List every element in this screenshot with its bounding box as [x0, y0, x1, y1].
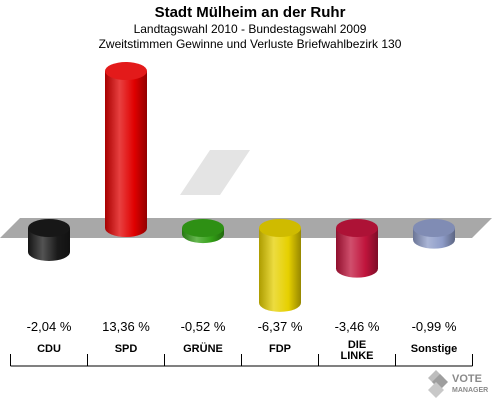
logo-text-manager: MANAGER: [452, 387, 488, 394]
bars-group: [28, 62, 455, 312]
bar-top-cap-die-linke: [336, 219, 378, 237]
category-label-die-linke-line2: LINKE: [341, 350, 374, 362]
category-label-gr-ne: GRÜNE: [183, 342, 223, 355]
bar-bottom-cap-fdp: [259, 293, 301, 312]
category-label-die-linke-line1: DIE: [348, 339, 366, 351]
bar-top-cap-spd: [105, 62, 147, 81]
value-label-cdu: -2,04 %: [27, 319, 72, 334]
category-label-spd: SPD: [115, 343, 138, 355]
value-labels-group: -2,04 % 13,36 % -0,52 % -6,37 % -3,46 % -0,99…: [27, 319, 457, 334]
value-label-gr-ne: -0,52 %: [181, 319, 226, 334]
bar-top-cap-cdu: [28, 219, 70, 237]
bar-bottom-cap-cdu: [28, 242, 70, 261]
category-label-fdp: FDP: [269, 343, 291, 355]
bar-cdu: [28, 219, 70, 261]
baseline-shadow: [180, 150, 250, 195]
value-label-die-linke: -3,46 %: [335, 319, 380, 334]
bar-body-spd: [105, 71, 147, 229]
chart-titles: Stadt Mülheim an der Ruhr Landtagswahl 2…: [0, 4, 500, 52]
bar-body-fdp: [259, 228, 301, 303]
value-label-fdp: -6,37 %: [258, 319, 303, 334]
logo-mark-icon: [428, 370, 448, 398]
category-label-cdu: CDU: [37, 343, 61, 355]
category-label-sonstige: Sonstige: [411, 343, 457, 355]
bar-bottom-cap-spd: [105, 219, 147, 237]
bar-gr-ne: [182, 219, 224, 244]
vote-manager-logo: VOTE MANAGER: [428, 370, 488, 398]
bar-top-cap-gr-ne: [182, 219, 224, 237]
bar-fdp: [259, 219, 301, 312]
bar-spd: [105, 62, 147, 237]
bar-top-cap-fdp: [259, 219, 301, 237]
value-label-spd: 13,36 %: [102, 319, 150, 334]
chart-subtitle-description: Zweitstimmen Gewinne und Verluste Briefw…: [98, 37, 402, 51]
bar-bottom-cap-die-linke: [336, 259, 378, 278]
chart-subtitle-election: Landtagswahl 2010 - Bundestagswahl 2009: [133, 22, 367, 36]
value-label-sonstige: -0,99 %: [412, 319, 457, 334]
logo-text-vote: VOTE: [452, 373, 482, 385]
bar-sonstige: [413, 219, 455, 249]
bar-top-cap-sonstige: [413, 219, 455, 237]
bar-die-linke: [336, 219, 378, 278]
chart-title: Stadt Mülheim an der Ruhr: [154, 4, 346, 21]
